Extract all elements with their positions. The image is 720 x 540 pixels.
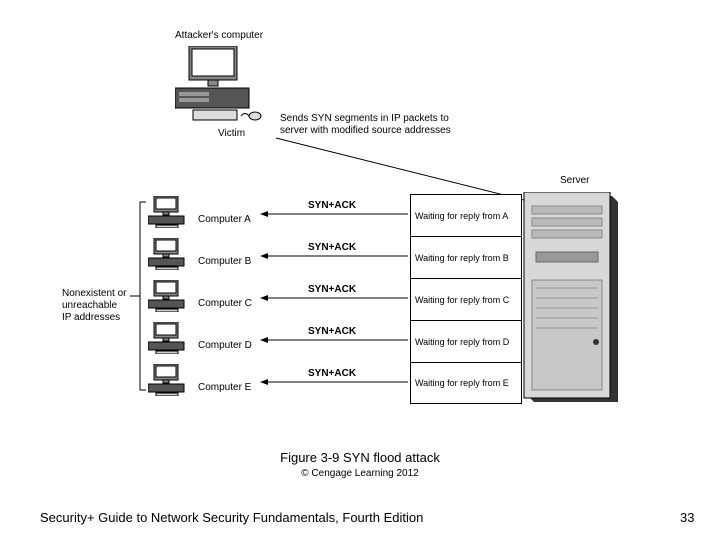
footer-page: 33 xyxy=(680,510,694,526)
figure-copyright: © Cengage Learning 2012 xyxy=(0,468,720,480)
footer-book: Security+ Guide to Network Security Fund… xyxy=(40,510,423,526)
diagram-canvas: Attacker's computer Victim Sends SYN seg… xyxy=(0,0,720,540)
figure-caption: Figure 3-9 SYN flood attack xyxy=(0,450,720,466)
